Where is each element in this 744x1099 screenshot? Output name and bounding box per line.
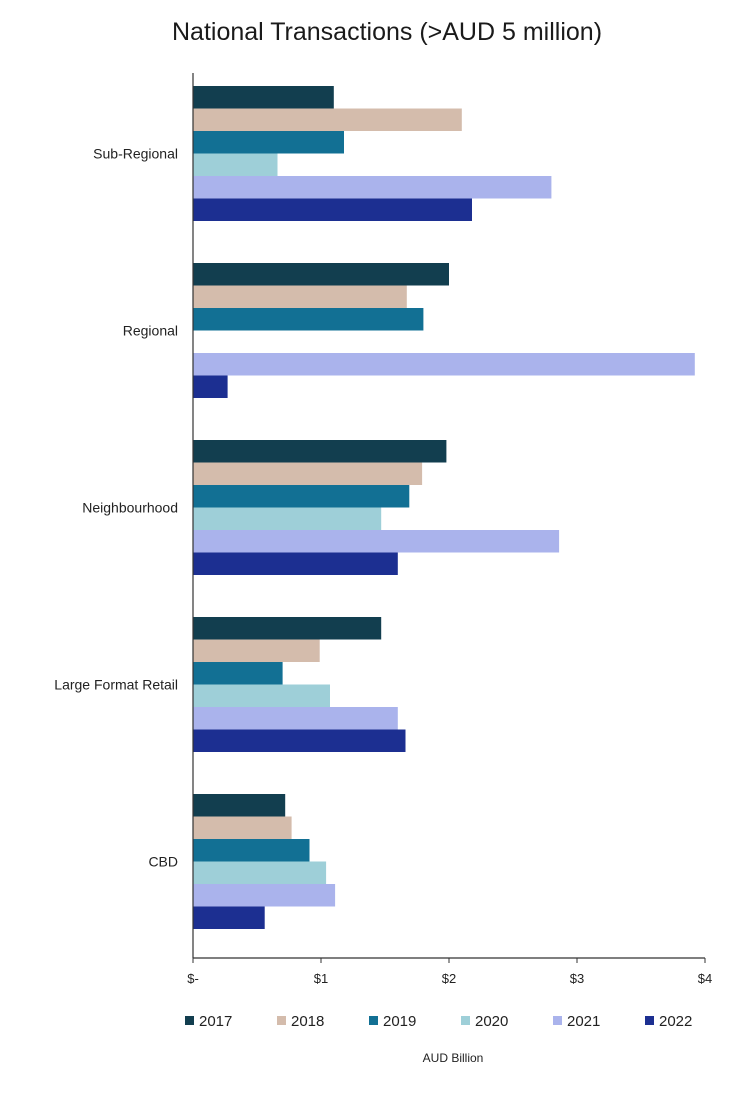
legend-label-2019: 2019	[383, 1013, 416, 1030]
category-labels: Sub-Regional Regional Neighbourhood Large F…	[54, 146, 178, 870]
bar-sub-regional-2022	[193, 198, 472, 221]
bars-group	[193, 86, 695, 929]
bar-large-format-retail-2020	[193, 684, 330, 707]
bar-neighbourhood-2020	[193, 507, 382, 530]
legend-label-2018: 2018	[291, 1013, 324, 1030]
bar-cbd-2018	[193, 816, 292, 839]
x-axis-title: AUD Billion	[423, 1051, 484, 1065]
bar-cbd-2021	[193, 884, 336, 907]
bar-neighbourhood-2017	[193, 440, 447, 463]
bar-regional-2022	[193, 375, 228, 398]
legend-label-2020: 2020	[475, 1013, 508, 1030]
legend-swatch-2022	[645, 1016, 654, 1025]
category-label: Sub-Regional	[93, 146, 178, 162]
legend-label-2017: 2017	[199, 1013, 232, 1030]
bar-regional-2019	[193, 308, 424, 331]
legend-label-2021: 2021	[567, 1013, 600, 1030]
legend: 2017 2018 2019 2020 2021 2022	[185, 1013, 692, 1030]
bar-neighbourhood-2019	[193, 485, 410, 508]
bar-cbd-2019	[193, 839, 310, 862]
x-tick-label: $3	[570, 971, 584, 986]
legend-swatch-2019	[369, 1016, 378, 1025]
bar-large-format-retail-2021	[193, 707, 398, 730]
bar-large-format-retail-2017	[193, 617, 382, 640]
legend-swatch-2018	[277, 1016, 286, 1025]
category-label: Neighbourhood	[82, 500, 178, 516]
bar-sub-regional-2019	[193, 131, 344, 154]
legend-label-2022: 2022	[659, 1013, 692, 1030]
x-axis-ticks: $- $1 $2 $3 $4	[187, 958, 712, 986]
bar-sub-regional-2018	[193, 108, 462, 131]
bar-cbd-2020	[193, 861, 327, 884]
bar-cbd-2017	[193, 794, 286, 817]
bar-regional-2021	[193, 353, 695, 376]
category-label: CBD	[148, 854, 178, 870]
bar-neighbourhood-2018	[193, 462, 423, 485]
category-label: Regional	[123, 323, 178, 339]
legend-swatch-2017	[185, 1016, 194, 1025]
bar-regional-2018	[193, 285, 407, 308]
x-tick-label: $4	[698, 971, 712, 986]
chart-title: National Transactions (>AUD 5 million)	[172, 18, 602, 46]
x-tick-label: $2	[442, 971, 456, 986]
bar-large-format-retail-2018	[193, 639, 320, 662]
bar-cbd-2022	[193, 906, 265, 929]
x-tick-label: $1	[314, 971, 328, 986]
bar-sub-regional-2017	[193, 86, 334, 109]
bar-neighbourhood-2021	[193, 530, 560, 553]
bar-regional-2017	[193, 263, 449, 286]
x-tick-label: $-	[187, 971, 199, 986]
legend-swatch-2021	[553, 1016, 562, 1025]
legend-swatch-2020	[461, 1016, 470, 1025]
bar-large-format-retail-2022	[193, 729, 406, 752]
category-label: Large Format Retail	[54, 677, 178, 693]
bar-neighbourhood-2022	[193, 552, 398, 575]
bar-sub-regional-2021	[193, 176, 552, 199]
bar-large-format-retail-2019	[193, 662, 283, 685]
bar-sub-regional-2020	[193, 153, 278, 176]
